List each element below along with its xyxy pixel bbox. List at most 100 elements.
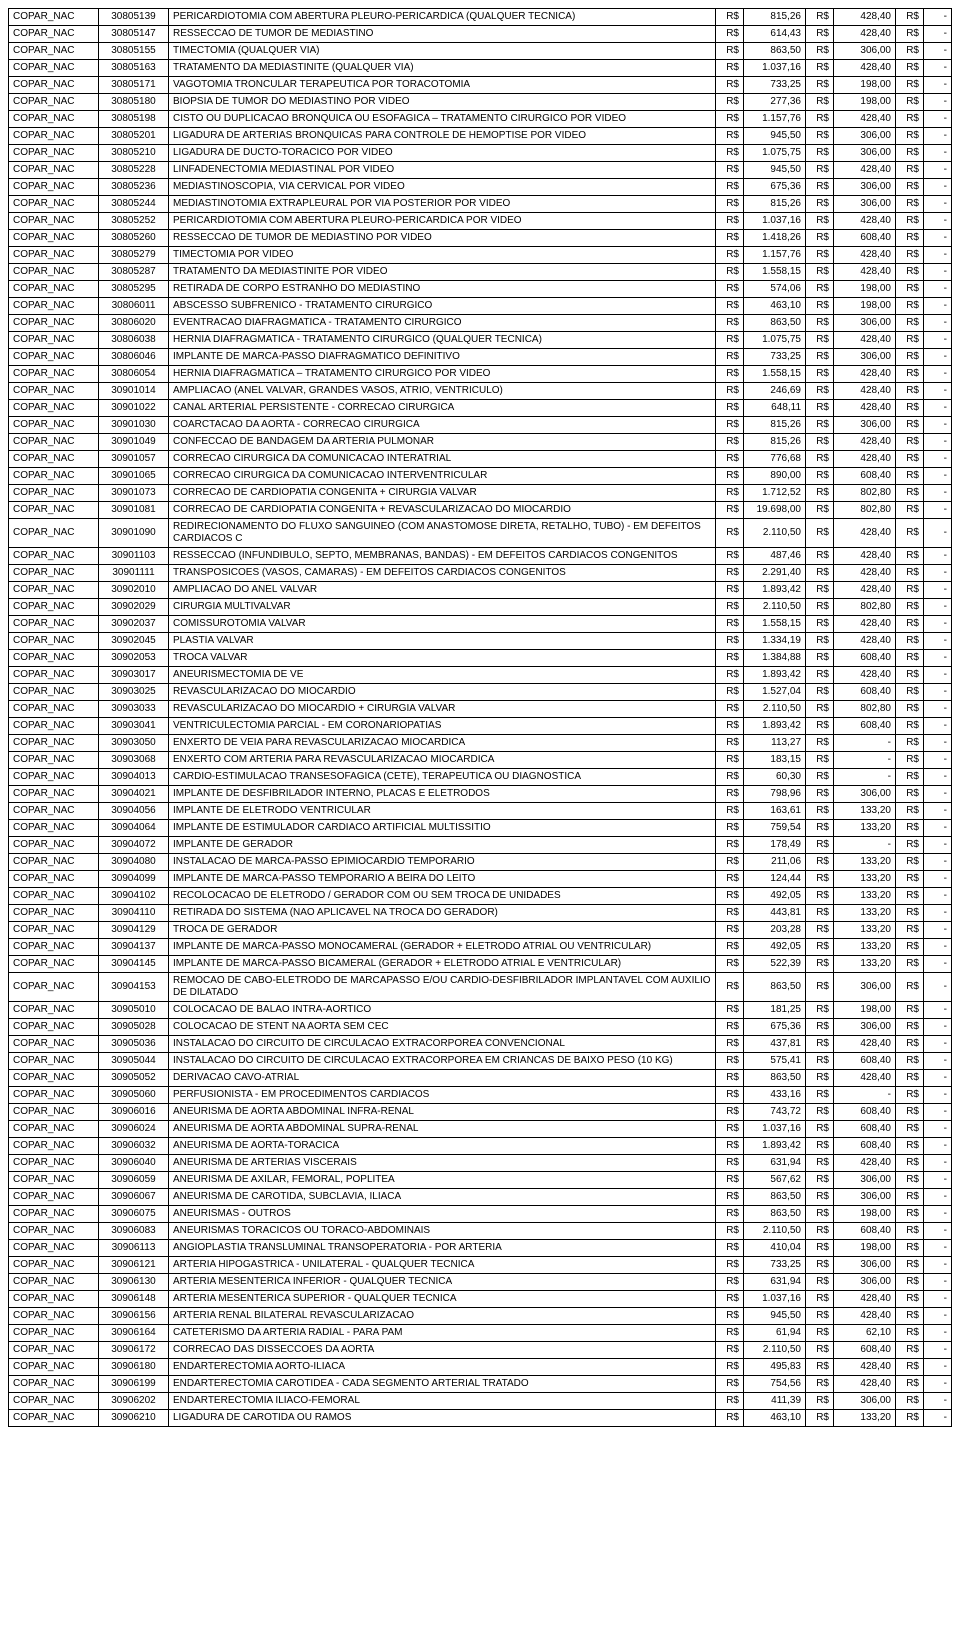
currency-cell: R$	[806, 111, 834, 128]
currency-cell: R$	[716, 616, 744, 633]
value3-cell: -	[924, 128, 952, 145]
currency-cell: R$	[896, 1291, 924, 1308]
currency-cell: R$	[896, 1155, 924, 1172]
category-cell: COPAR_NAC	[9, 1274, 99, 1291]
currency-cell: R$	[806, 383, 834, 400]
currency-cell: R$	[716, 701, 744, 718]
value11-cell: 1.075,75	[744, 145, 806, 162]
value2-cell: 608,40	[834, 1053, 896, 1070]
category-cell: COPAR_NAC	[9, 582, 99, 599]
value2-cell: 133,20	[834, 871, 896, 888]
currency-cell: R$	[896, 1138, 924, 1155]
table-row: COPAR_NAC30906024ANEURISMA DE AORTA ABDO…	[9, 1121, 952, 1138]
table-row: COPAR_NAC30903068ENXERTO COM ARTERIA PAR…	[9, 752, 952, 769]
category-cell: COPAR_NAC	[9, 650, 99, 667]
currency-cell: R$	[806, 400, 834, 417]
currency-cell: R$	[716, 213, 744, 230]
value3-cell: -	[924, 1019, 952, 1036]
currency-cell: R$	[716, 332, 744, 349]
category-cell: COPAR_NAC	[9, 77, 99, 94]
value11-cell: 1.527,04	[744, 684, 806, 701]
category-cell: COPAR_NAC	[9, 956, 99, 973]
description-cell: IMPLANTE DE MARCA-PASSO MONOCAMERAL (GER…	[169, 939, 716, 956]
currency-cell: R$	[896, 1274, 924, 1291]
currency-cell: R$	[716, 803, 744, 820]
currency-cell: R$	[806, 735, 834, 752]
currency-cell: R$	[716, 786, 744, 803]
currency-cell: R$	[716, 1342, 744, 1359]
currency-cell: R$	[896, 939, 924, 956]
currency-cell: R$	[896, 1342, 924, 1359]
code-cell: 30805279	[99, 247, 169, 264]
currency-cell: R$	[896, 905, 924, 922]
value2-cell: 802,80	[834, 599, 896, 616]
code-cell: 30906148	[99, 1291, 169, 1308]
currency-cell: R$	[896, 973, 924, 1002]
category-cell: COPAR_NAC	[9, 1223, 99, 1240]
code-cell: 30901022	[99, 400, 169, 417]
value2-cell: -	[834, 1087, 896, 1104]
table-row: COPAR_NAC30905044INSTALACAO DO CIRCUITO …	[9, 1053, 952, 1070]
category-cell: COPAR_NAC	[9, 1206, 99, 1223]
category-cell: COPAR_NAC	[9, 1189, 99, 1206]
category-cell: COPAR_NAC	[9, 1291, 99, 1308]
code-cell: 30906075	[99, 1206, 169, 1223]
description-cell: RETIRADA DO SISTEMA (NAO APLICAVEL NA TR…	[169, 905, 716, 922]
currency-cell: R$	[806, 1359, 834, 1376]
table-row: COPAR_NAC30904021IMPLANTE DE DESFIBRILAD…	[9, 786, 952, 803]
currency-cell: R$	[716, 111, 744, 128]
value3-cell: -	[924, 1240, 952, 1257]
currency-cell: R$	[896, 871, 924, 888]
code-cell: 30805236	[99, 179, 169, 196]
table-row: COPAR_NAC30906059ANEURISMA DE AXILAR, FE…	[9, 1172, 952, 1189]
code-cell: 30906083	[99, 1223, 169, 1240]
currency-cell: R$	[716, 871, 744, 888]
value3-cell: -	[924, 1121, 952, 1138]
value11-cell: 815,26	[744, 9, 806, 26]
currency-cell: R$	[716, 854, 744, 871]
table-row: COPAR_NAC30805171VAGOTOMIA TRONCULAR TER…	[9, 77, 952, 94]
currency-cell: R$	[716, 1206, 744, 1223]
description-cell: ANEURISMECTOMIA DE VE	[169, 667, 716, 684]
value3-cell: -	[924, 519, 952, 548]
category-cell: COPAR_NAC	[9, 230, 99, 247]
table-row: COPAR_NAC30906148ARTERIA MESENTERICA SUP…	[9, 1291, 952, 1308]
currency-cell: R$	[716, 922, 744, 939]
category-cell: COPAR_NAC	[9, 1308, 99, 1325]
value3-cell: -	[924, 281, 952, 298]
currency-cell: R$	[806, 366, 834, 383]
table-row: COPAR_NAC30904080INSTALACAO DE MARCA-PAS…	[9, 854, 952, 871]
value2-cell: -	[834, 752, 896, 769]
currency-cell: R$	[716, 162, 744, 179]
value11-cell: 614,43	[744, 26, 806, 43]
category-cell: COPAR_NAC	[9, 9, 99, 26]
currency-cell: R$	[806, 264, 834, 281]
value3-cell: -	[924, 701, 952, 718]
value11-cell: 863,50	[744, 973, 806, 1002]
value2-cell: -	[834, 769, 896, 786]
category-cell: COPAR_NAC	[9, 1019, 99, 1036]
code-cell: 30904013	[99, 769, 169, 786]
currency-cell: R$	[806, 315, 834, 332]
currency-cell: R$	[896, 1308, 924, 1325]
category-cell: COPAR_NAC	[9, 1155, 99, 1172]
currency-cell: R$	[716, 820, 744, 837]
value2-cell: 62,10	[834, 1325, 896, 1342]
currency-cell: R$	[716, 1410, 744, 1427]
currency-cell: R$	[716, 599, 744, 616]
currency-cell: R$	[716, 196, 744, 213]
value11-cell: 945,50	[744, 128, 806, 145]
currency-cell: R$	[896, 1325, 924, 1342]
currency-cell: R$	[806, 599, 834, 616]
currency-cell: R$	[716, 1189, 744, 1206]
value2-cell: 133,20	[834, 1410, 896, 1427]
currency-cell: R$	[716, 349, 744, 366]
code-cell: 30805147	[99, 26, 169, 43]
value3-cell: -	[924, 1053, 952, 1070]
value2-cell: 608,40	[834, 650, 896, 667]
value11-cell: 443,81	[744, 905, 806, 922]
currency-cell: R$	[896, 1189, 924, 1206]
currency-cell: R$	[716, 281, 744, 298]
currency-cell: R$	[806, 1274, 834, 1291]
currency-cell: R$	[716, 956, 744, 973]
